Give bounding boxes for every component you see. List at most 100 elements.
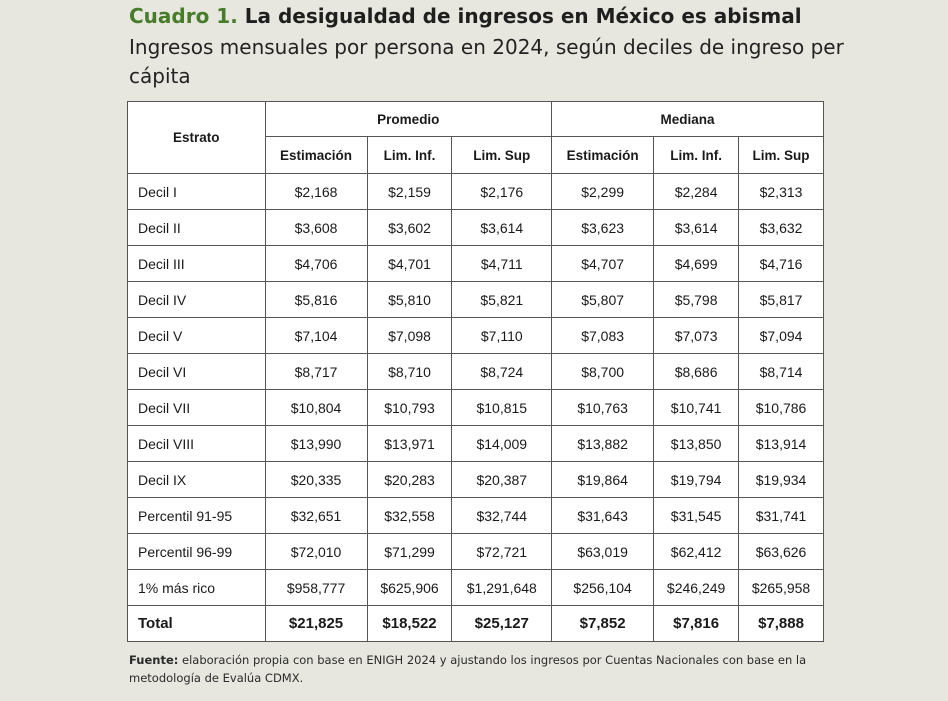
- table-cell: $8,714: [738, 353, 824, 390]
- table-cell: $21,825: [264, 605, 368, 642]
- table-cell: $5,816: [264, 281, 368, 318]
- table-row: Decil IV $5,816 $5,810 $5,821 $5,807 $5,798 $5…: [127, 281, 824, 318]
- table-cell: $13,990: [264, 425, 368, 462]
- table-cell: $8,710: [366, 353, 453, 390]
- table-cell: $2,159: [366, 173, 453, 210]
- table-body: Decil I $2,168 $2,159 $2,176 $2,299 $2,284 $2,…: [127, 173, 824, 642]
- table-row: 1% más rico $958,777 $625,906 $1,291,648 $25…: [127, 569, 824, 606]
- table-row: Percentil 96-99 $72,010 $71,299 $72,721 $63,…: [127, 533, 824, 570]
- table-cell: $32,558: [366, 497, 453, 534]
- table-row: Decil IX $20,335 $20,283 $20,387 $19,864 $19,…: [127, 461, 824, 498]
- table-cell: $19,864: [551, 461, 655, 498]
- table-cell: $10,741: [653, 389, 740, 426]
- table-cell: $4,716: [738, 245, 824, 282]
- table-cell: $2,168: [264, 173, 368, 210]
- group-header-promedio: Promedio: [264, 101, 553, 137]
- table-cell: $256,104: [551, 569, 655, 606]
- row-label: Percentil 96-99: [127, 533, 266, 570]
- table-cell: $3,602: [366, 209, 453, 246]
- table-cell: $14,009: [451, 425, 553, 462]
- table-cell: $7,098: [366, 317, 453, 354]
- table-subheader-row: Estimación Lim. Inf. Lim. Sup Estimación…: [128, 136, 824, 174]
- table-cell: $4,699: [653, 245, 740, 282]
- table-cell: $10,804: [264, 389, 368, 426]
- source-text: elaboración propia con base en ENIGH 202…: [129, 653, 807, 685]
- table-cell: $19,794: [653, 461, 740, 498]
- table-total-row: Total $21,825 $18,522 $25,127 $7,852 $7,816 $7…: [127, 605, 824, 642]
- table-cell: $71,299: [366, 533, 453, 570]
- table-cell: $72,010: [264, 533, 368, 570]
- subheader-promedio-estimacion: Estimación: [264, 136, 368, 174]
- row-label: Decil VII: [127, 389, 266, 426]
- subheader-promedio-lim-inf: Lim. Inf.: [366, 136, 453, 174]
- source-label: Fuente:: [129, 653, 179, 667]
- table-cell: $5,810: [366, 281, 453, 318]
- table-row: Decil VIII $13,990 $13,971 $14,009 $13,882 $1…: [127, 425, 824, 462]
- subheader-mediana-estimacion: Estimación: [551, 136, 655, 174]
- table-cell: $7,110: [451, 317, 553, 354]
- table-cell: $13,882: [551, 425, 655, 462]
- table-cell: $8,724: [451, 353, 553, 390]
- subheader-mediana-lim-inf: Lim. Inf.: [653, 136, 740, 174]
- table-subtitle: Ingresos mensuales por persona en 2024, …: [129, 35, 844, 88]
- table-cell: $10,815: [451, 389, 553, 426]
- table-cell: $7,888: [738, 605, 824, 642]
- source-note: Fuente: elaboración propia con base en E…: [129, 651, 829, 687]
- table-cell: $4,706: [264, 245, 368, 282]
- table-cell: $13,850: [653, 425, 740, 462]
- table-cell: $5,821: [451, 281, 553, 318]
- table-cell: $10,763: [551, 389, 655, 426]
- table-cell: $8,717: [264, 353, 368, 390]
- table-cell: $18,522: [366, 605, 453, 642]
- table-title: Cuadro 1. La desigualdad de ingresos en …: [129, 4, 802, 28]
- row-label: Decil III: [127, 245, 266, 282]
- table-cell: $958,777: [264, 569, 368, 606]
- table-cell: $1,291,648: [451, 569, 553, 606]
- table-cell: $32,651: [264, 497, 368, 534]
- table-row: Decil II $3,608 $3,602 $3,614 $3,623 $3,614 $3…: [127, 209, 824, 246]
- table-cell: $7,852: [551, 605, 655, 642]
- table-cell: $8,686: [653, 353, 740, 390]
- table-row: Decil VII $10,804 $10,793 $10,815 $10,763 $10…: [127, 389, 824, 426]
- table-cell: $4,707: [551, 245, 655, 282]
- table-cell: $13,971: [366, 425, 453, 462]
- table-cell: $2,299: [551, 173, 655, 210]
- group-header-mediana: Mediana: [551, 101, 824, 137]
- table-cell: $625,906: [366, 569, 453, 606]
- table-cell: $7,073: [653, 317, 740, 354]
- table-cell: $5,798: [653, 281, 740, 318]
- table-cell: $63,019: [551, 533, 655, 570]
- table-cell: $32,744: [451, 497, 553, 534]
- income-table: Estrato Promedio Mediana Estimación Lim.…: [127, 101, 824, 642]
- table-cell: $20,283: [366, 461, 453, 498]
- title-prefix: Cuadro 1.: [129, 4, 238, 28]
- table-cell: $3,632: [738, 209, 824, 246]
- table-cell: $5,817: [738, 281, 824, 318]
- row-label: Percentil 91-95: [127, 497, 266, 534]
- table-cell: $2,313: [738, 173, 824, 210]
- row-label: Total: [127, 605, 266, 642]
- table-row: Decil V $7,104 $7,098 $7,110 $7,083 $7,073 $7,…: [127, 317, 824, 354]
- table-group-header-row: Estrato Promedio Mediana: [127, 101, 824, 174]
- table-row: Decil I $2,168 $2,159 $2,176 $2,299 $2,284 $2,…: [127, 173, 824, 210]
- table-row: Decil VI $8,717 $8,710 $8,724 $8,700 $8,686 $8…: [127, 353, 824, 390]
- table-cell: $4,711: [451, 245, 553, 282]
- table-cell: $265,958: [738, 569, 824, 606]
- table-cell: $4,701: [366, 245, 453, 282]
- subheader-promedio-lim-sup: Lim. Sup: [451, 136, 553, 174]
- table-cell: $3,623: [551, 209, 655, 246]
- table-cell: $5,807: [551, 281, 655, 318]
- table-cell: $19,934: [738, 461, 824, 498]
- table-cell: $63,626: [738, 533, 824, 570]
- table-cell: $31,643: [551, 497, 655, 534]
- table-cell: $3,608: [264, 209, 368, 246]
- row-label: Decil II: [127, 209, 266, 246]
- table-cell: $7,094: [738, 317, 824, 354]
- table-cell: $7,104: [264, 317, 368, 354]
- table-cell: $72,721: [451, 533, 553, 570]
- table-cell: $246,249: [653, 569, 740, 606]
- table-cell: $20,335: [264, 461, 368, 498]
- row-label: Decil IV: [127, 281, 266, 318]
- title-text: La desigualdad de ingresos en México es …: [244, 4, 802, 28]
- subheader-mediana-lim-sup: Lim. Sup: [738, 136, 824, 174]
